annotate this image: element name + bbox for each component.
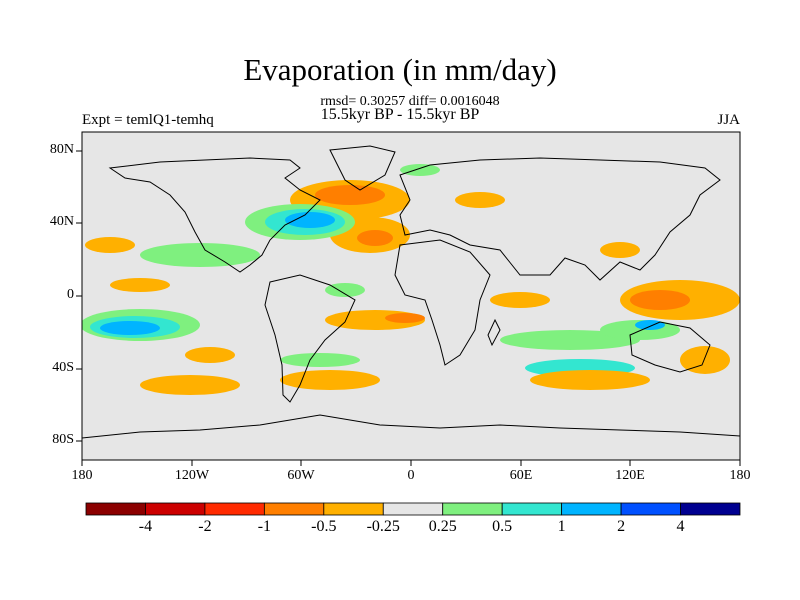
lon-label-180e: 180	[729, 468, 751, 483]
period-label: 15.5kyr BP - 15.5kyr BP	[320, 106, 480, 123]
map-title: Evaporation (in mm/day)	[243, 52, 557, 87]
coastline-greenland	[329, 145, 396, 191]
lon-label-120w: 120W	[174, 468, 210, 483]
season-label: JJA	[717, 112, 740, 128]
coastline-madagascar	[487, 318, 501, 347]
anomaly-pacific-orange-3	[185, 347, 235, 363]
axis-ticks	[76, 150, 741, 466]
coastlines	[82, 145, 740, 439]
colorbar-label: 4	[676, 518, 685, 535]
coastline-eurasia	[399, 157, 721, 281]
colorbar-swatch	[323, 502, 384, 516]
colorbar-label: 0.25	[428, 518, 457, 535]
colorbar-swatch	[501, 502, 563, 516]
anomaly-norwegian-green	[400, 164, 440, 176]
colorbar-swatch	[382, 502, 444, 516]
colorbar-swatch	[145, 502, 206, 516]
lon-label-120e: 120E	[615, 468, 645, 483]
colorbar-swatch	[680, 502, 741, 516]
stats-line: rmsd= 0.30257 diff= 0.0016048	[320, 94, 500, 109]
lat-label-80s: 80S	[52, 432, 74, 447]
colorbar	[85, 502, 741, 516]
anomaly-pacific-orange-2	[110, 278, 170, 292]
colorbar-label: 2	[617, 518, 626, 535]
anomaly-north-atlantic-red	[315, 185, 385, 205]
colorbar-swatch	[620, 502, 681, 516]
anomaly-pacific-green	[140, 243, 260, 267]
colorbar-swatch	[442, 502, 503, 516]
lat-label-40s: 40S	[52, 360, 74, 375]
lon-label-0: 0	[407, 468, 415, 483]
colorbar-label: 1	[557, 518, 566, 535]
coastline-africa	[394, 239, 491, 366]
anomaly-arabian-orange	[490, 292, 550, 308]
colorbar-label: -2	[198, 518, 212, 535]
coastline-australia	[629, 321, 711, 373]
anomaly-pacific-orange-1	[85, 237, 135, 253]
colorbar-label: -1	[257, 518, 272, 535]
anomaly-barents-orange	[455, 192, 505, 208]
colorbar-swatch	[85, 502, 146, 516]
lat-label-40n: 40N	[49, 214, 74, 229]
anomaly-iberia-red	[357, 230, 393, 246]
anomaly-south-atlantic-orange	[280, 370, 380, 390]
anomaly-trop-atlantic-green	[325, 283, 365, 297]
colorbar-label: -0.25	[366, 518, 400, 535]
anomaly-field	[82, 164, 740, 395]
anomaly-trop-atlantic-red	[385, 313, 425, 323]
experiment-label: Expt = temlQ1-temhq	[82, 112, 214, 128]
coastline-south-america	[264, 274, 356, 403]
lon-label-180w: 180	[71, 468, 93, 483]
colorbar-label: -0.5	[311, 518, 337, 535]
colorbar-label: 0.5	[492, 518, 513, 535]
colorbar-swatch	[263, 502, 325, 516]
anomaly-gulfstream-blue	[285, 212, 335, 228]
colorbar-swatch	[204, 502, 265, 516]
colorbar-swatch	[561, 502, 622, 516]
anomaly-warmpool-red	[630, 290, 690, 310]
lon-label-60w: 60W	[287, 468, 315, 483]
lon-label-60e: 60E	[509, 468, 533, 483]
colorbar-label: -4	[138, 518, 153, 535]
anomaly-east-asia-orange	[600, 242, 640, 258]
anomaly-indian-green	[500, 330, 640, 350]
anomaly-south-atlantic-green	[280, 353, 360, 367]
coastline-antarctica	[82, 414, 740, 439]
anomaly-pacific-orange-4	[140, 375, 240, 395]
anomaly-indian-orange	[530, 370, 650, 390]
anomaly-south-pacific-blue	[100, 321, 160, 335]
coastline-north-america	[108, 157, 321, 273]
lat-label-80n: 80N	[49, 142, 74, 157]
lat-label-0: 0	[67, 287, 74, 302]
anomaly-australia-orange	[680, 346, 730, 374]
anomaly-warmpool-blue	[635, 320, 665, 330]
